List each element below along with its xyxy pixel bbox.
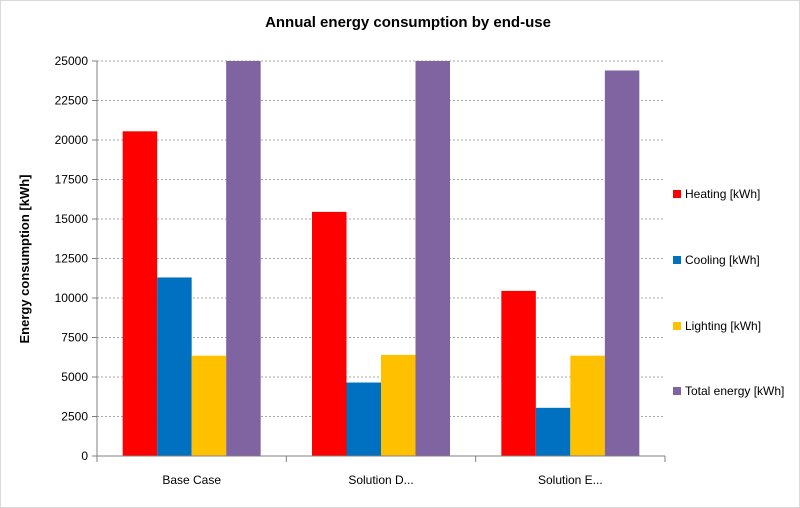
bar (226, 61, 261, 456)
legend-label: Cooling [kWh] (685, 253, 760, 267)
legend-swatch (673, 322, 681, 330)
y-tick-label: 7500 (61, 331, 88, 345)
y-tick-label: 25000 (55, 54, 89, 68)
legend-label: Heating [kWh] (685, 187, 760, 201)
bar (157, 277, 192, 456)
x-tick-label: Solution D... (348, 473, 413, 487)
legend-swatch (673, 387, 681, 395)
y-tick-label: 20000 (55, 133, 89, 147)
bar (312, 211, 347, 456)
x-tick-label: Solution E... (538, 473, 603, 487)
x-tick-labels: Base Case Solution D... Solution E... (96, 456, 666, 487)
legend-swatch (673, 256, 681, 264)
y-tick-label: 5000 (61, 370, 88, 384)
y-tick-label: 22500 (55, 94, 89, 108)
y-tick-label: 10000 (55, 291, 89, 305)
bar (415, 61, 450, 456)
x-tick-label: Base Case (162, 473, 221, 487)
bar (381, 354, 416, 456)
bars (122, 61, 640, 456)
legend-swatch (673, 190, 681, 198)
bar (191, 355, 227, 456)
bar (122, 131, 158, 456)
legend-label: Lighting [kWh] (685, 319, 761, 333)
bar (346, 382, 381, 456)
y-tick-label: 2500 (61, 410, 88, 424)
bar (501, 290, 536, 456)
bar (570, 355, 605, 456)
bar (535, 407, 571, 456)
bar (604, 70, 640, 456)
y-tick-label: 17500 (55, 173, 89, 187)
y-tick-label: 0 (81, 449, 88, 463)
y-tick-label: 12500 (55, 252, 89, 266)
legend: Heating [kWh] Cooling [kWh] Lighting [kWh]… (673, 187, 784, 398)
y-tick-labels: 0 2500 5000 7500 10000 12500 15000 17500 20000 22… (55, 54, 97, 463)
y-axis-label: Energy consumption [kWh] (17, 175, 32, 344)
legend-label: Total energy [kWh] (685, 384, 784, 398)
chart-title: Annual energy consumption by end-use (265, 14, 551, 31)
y-tick-label: 15000 (55, 212, 89, 226)
